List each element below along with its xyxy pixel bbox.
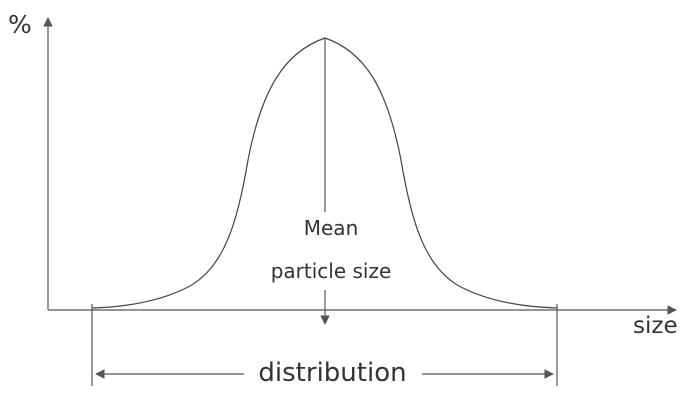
mean-label-line-1: Mean	[303, 216, 359, 240]
distribution-label: distribution	[247, 360, 418, 386]
mean-label-line-2: particle size	[270, 259, 392, 283]
x-axis-label: size	[633, 313, 678, 339]
y-axis-label: %	[8, 10, 32, 39]
